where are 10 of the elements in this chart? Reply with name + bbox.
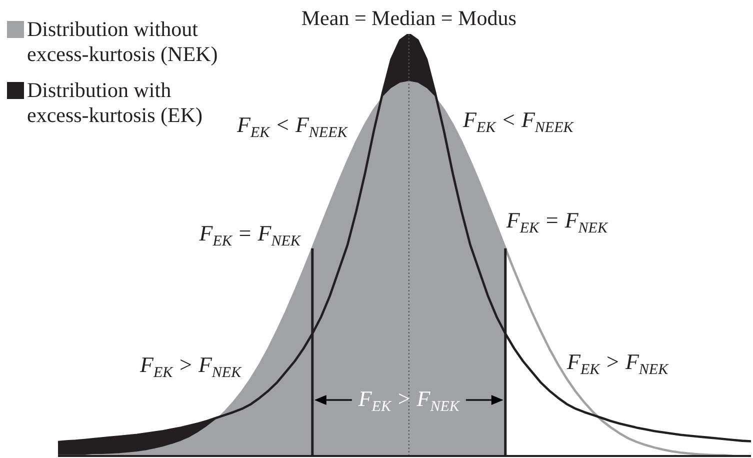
annotation: F$_{EK}$ > F$_{NEK}$ <box>357 386 460 415</box>
annotation: F$_{EK}$ < F$_{NEEK}$ <box>462 107 574 136</box>
legend-label: Distribution with excess-kurtosis (EK) <box>27 78 204 128</box>
annotation: F$_{EK}$ = F$_{NEK}$ <box>198 220 302 250</box>
annotation: F$_{EK}$ < F$_{NEEK}$ <box>236 112 348 141</box>
annotation: F$_{EK}$ > F$_{NEK}$ <box>566 349 670 378</box>
annotation: F$_{EK}$ > F$_{NEK}$ <box>139 352 242 381</box>
text: Mean = Median = Modus <box>301 6 516 30</box>
legend-label: Distribution without excess-kurtosis (NEK) <box>27 17 219 67</box>
annotation: F$_{EK}$ = F$_{NEK}$ <box>505 207 608 236</box>
